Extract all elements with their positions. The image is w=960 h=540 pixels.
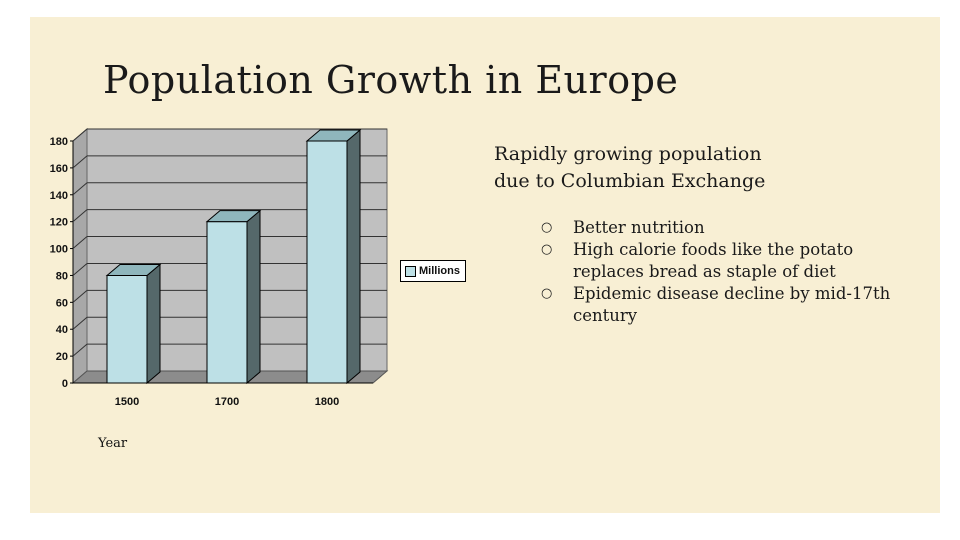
gridline-side [72, 209, 88, 223]
legend-label: Millions [419, 265, 460, 277]
x-axis-label: Year [97, 436, 128, 451]
bar [206, 221, 248, 384]
gridline-side [72, 128, 88, 142]
bar-side [346, 128, 361, 385]
bullet-item: ○ High calorie foods like the potato rep… [494, 239, 924, 283]
bar-side [146, 263, 161, 385]
y-tick-label: 120 [50, 217, 68, 229]
bar-top [105, 263, 162, 276]
slide-title: Population Growth in Europe [103, 58, 679, 102]
gridline-side [72, 236, 88, 249]
bar [106, 274, 148, 384]
gridline-side [72, 182, 88, 196]
gridline-side [72, 289, 88, 303]
notes-heading-line-1: Rapidly growing population [494, 143, 762, 165]
legend-swatch [405, 265, 416, 277]
bullet-item: ○ Better nutrition [494, 217, 924, 239]
y-tick-label: 80 [56, 270, 68, 282]
bar-top [205, 210, 262, 223]
bar-side [246, 209, 261, 385]
bullet-text: High calorie foods like the potato repla… [573, 240, 854, 281]
x-axis-ticks: 1500 1700 1800 [115, 396, 339, 408]
bullet-text: Better nutrition [573, 218, 705, 237]
bullet-text: Epidemic disease decline by mid-17th cen… [573, 284, 891, 325]
y-tick-label: 20 [56, 351, 68, 363]
gridline-side [72, 343, 88, 357]
bars-group [105, 128, 362, 385]
x-tick-label: 1800 [315, 396, 339, 408]
bullet-circle-icon: ○ [541, 220, 553, 235]
chart-legend: Millions [400, 260, 466, 282]
gridline-side [72, 316, 88, 330]
plot-side-wall [72, 127, 88, 385]
y-tick-label: 140 [50, 190, 68, 202]
x-tick-label: 1700 [215, 396, 239, 408]
bar [306, 140, 348, 384]
y-tick-label: 40 [56, 324, 68, 336]
notes-heading: Rapidly growing population due to Columb… [494, 141, 924, 195]
bullet-item: ○ Epidemic disease decline by mid-17th c… [494, 283, 924, 327]
bullet-circle-icon: ○ [541, 242, 553, 257]
notes-heading-line-2: due to Columbian Exchange [494, 170, 766, 192]
bar-top [305, 129, 362, 142]
bullet-circle-icon: ○ [541, 286, 553, 301]
y-tick-label: 100 [50, 244, 68, 256]
y-tick-label: 180 [50, 136, 68, 148]
y-tick-label: 0 [62, 378, 68, 390]
notes-panel: Rapidly growing population due to Columb… [494, 141, 924, 327]
bullet-list: ○ Better nutrition ○ High calorie foods … [494, 217, 924, 327]
gridline-side [72, 263, 88, 276]
y-tick-label: 60 [56, 297, 68, 309]
x-tick-label: 1500 [115, 396, 139, 408]
gridline-side [72, 155, 88, 169]
y-axis-ticks: 0 20 40 60 80 100 120 140 160 180 [50, 136, 73, 390]
y-tick-label: 160 [50, 163, 68, 175]
